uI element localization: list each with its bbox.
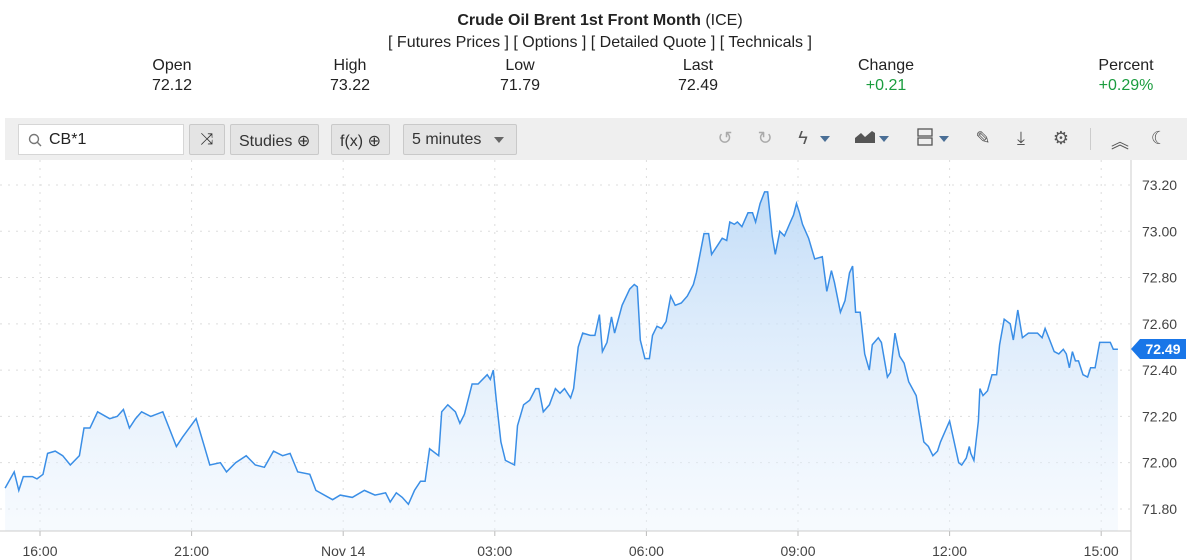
stat-last: Last 72.49 [618,56,778,96]
layout-icon[interactable] [913,128,937,150]
y-tick-label: 73.00 [1142,223,1177,239]
lightning-icon[interactable]: ϟ [798,128,808,148]
link-technicals[interactable]: [ Technicals ] [719,34,812,51]
link-options[interactable]: [ Options ] [513,34,587,51]
redo-icon[interactable]: ↻ [757,128,773,148]
collapse-icon[interactable]: ︽ [1111,132,1129,152]
undo-icon[interactable]: ↺ [717,128,733,148]
interval-value: 5 minutes [412,131,482,148]
stat-value: +0.29% [1098,77,1154,94]
x-tick-label: 12:00 [932,543,967,559]
function-button[interactable]: f(x) ⊕ [331,124,390,155]
stat-value: 72.49 [677,77,719,94]
y-tick-label: 72.60 [1142,316,1177,332]
chevron-down-icon[interactable] [879,136,889,142]
toolbar-divider [1090,128,1091,150]
pencil-icon[interactable]: ✎ [975,128,991,148]
x-tick-label: 03:00 [477,543,512,559]
y-tick-label: 72.20 [1142,408,1177,424]
download-icon[interactable]: ⤓ [1017,128,1025,148]
studies-label: Studies [239,133,293,150]
compare-button[interactable]: ⤨ [189,124,225,155]
instrument-title: Crude Oil Brent 1st Front Month (ICE) [0,12,1200,30]
link-detailed-quote[interactable]: [ Detailed Quote ] [590,34,716,51]
stat-label: High [333,57,367,74]
stat-value: +0.21 [865,77,907,94]
x-tick-label: Nov 14 [321,543,366,559]
x-tick-label: 06:00 [629,543,664,559]
stat-value: 72.12 [151,77,193,94]
plus-circle-icon: ⊕ [296,133,311,150]
x-tick-label: 09:00 [780,543,815,559]
chevron-down-icon [494,137,504,143]
stat-percent: Percent +0.29% [1046,56,1200,96]
stat-low: Low 71.79 [440,56,600,96]
y-tick-label: 72.80 [1142,270,1177,286]
symbol-search-input[interactable]: CB*1 [18,124,184,155]
price-line [4,191,1118,506]
chart-toolbar: CB*1 ⤨ Studies ⊕ f(x) ⊕ 5 minutes ↺ ↻ ϟ … [5,118,1187,160]
gear-icon[interactable]: ⚙ [1052,128,1070,148]
moon-icon[interactable]: ☾ [1150,128,1168,148]
last-price-tag: 72.49 [1131,339,1186,359]
x-tick-label: 15:00 [1084,543,1119,559]
stat-label: Percent [1098,57,1154,74]
chart-type-icon[interactable] [853,128,877,150]
stat-label: Change [857,57,915,74]
chevron-down-icon[interactable] [939,136,949,142]
stat-open: Open 72.12 [92,56,252,96]
y-tick-label: 72.40 [1142,362,1177,378]
shuffle-icon: ⤨ [200,131,214,148]
stat-change: Change +0.21 [806,56,966,96]
quote-links: [ Futures Prices ] [ Options ] [ Detaile… [0,34,1200,52]
stat-high: High 73.22 [270,56,430,96]
stat-label: Open [152,57,192,74]
search-icon [28,133,42,147]
title-name: Crude Oil Brent 1st Front Month [457,12,701,29]
studies-button[interactable]: Studies ⊕ [230,124,320,155]
plus-circle-icon: ⊕ [367,133,381,150]
x-tick-label: 16:00 [22,543,57,559]
stat-label: Low [505,57,535,74]
chevron-down-icon[interactable] [820,136,830,142]
stat-label: Last [682,57,714,74]
price-area-fill [5,191,1118,531]
interval-select[interactable]: 5 minutes [403,124,517,155]
stat-value: 71.79 [499,77,541,94]
price-chart[interactable]: 73.20 73.00 72.80 72.60 72.40 72.20 72.00 71.80… [0,160,1200,560]
link-futures-prices[interactable]: [ Futures Prices ] [388,34,509,51]
fx-label: f(x) [340,133,364,150]
stat-value: 73.22 [329,77,371,94]
x-tick-label: 21:00 [174,543,209,559]
symbol-value: CB*1 [49,131,87,148]
exchange-label: (ICE) [705,12,743,29]
y-tick-label: 72.00 [1142,455,1177,471]
y-tick-label: 73.20 [1142,177,1177,193]
y-tick-label: 71.80 [1142,501,1177,517]
